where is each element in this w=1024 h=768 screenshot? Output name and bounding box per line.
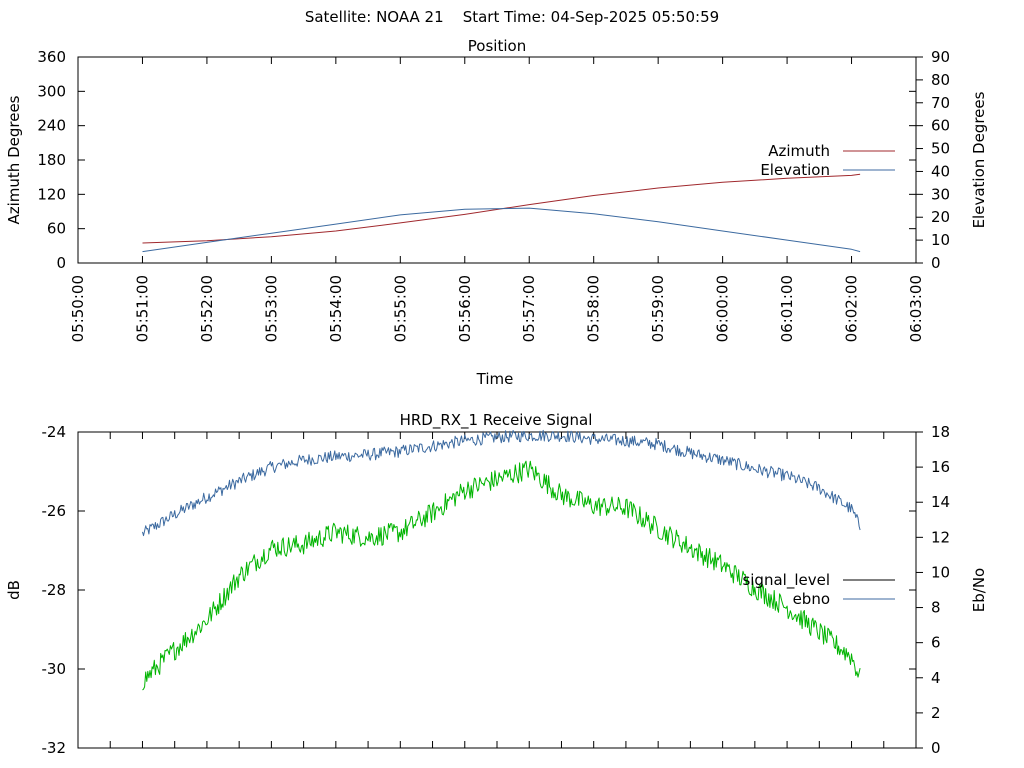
legend-label-ebno: ebno: [793, 590, 830, 608]
db-axis-tick-label-3: -26: [42, 502, 67, 520]
azimuth-axis-tick-label-4: 240: [37, 117, 66, 135]
series-line-signal-level-trace: [142, 460, 861, 691]
db-axis-tick-label-2: -28: [42, 581, 67, 599]
position-series: [142, 173, 861, 253]
time-tick-label-7: 05:57:00: [520, 275, 538, 342]
time-tick-label-8: 05:58:00: [585, 275, 603, 342]
ebno-axis-tick-label-8: 16: [931, 458, 950, 476]
azimuth-axis-tick-label-5: 300: [37, 82, 66, 100]
ebno-axis-tick-label-5: 10: [931, 563, 950, 581]
signal-y2-axis-label: Eb/No: [970, 568, 988, 612]
ebno-axis-tick-label-2: 4: [931, 669, 941, 687]
signal-chart: HRD_RX_1 Receive Signal -32-30-28-26-24 …: [5, 411, 988, 757]
ebno-axis-tick-label-4: 8: [931, 599, 941, 617]
position-right-axis: 0 10 20 30 40 50 60 70 80 90: [916, 48, 950, 272]
position-y2-axis-label: Elevation Degrees: [970, 91, 988, 228]
ebno-axis-tick-label-1: 2: [931, 704, 941, 722]
time-tick-label-5: 05:55:00: [391, 275, 409, 342]
legend-label-signal-level: signal_level: [742, 571, 830, 590]
elevation-axis-tick-label-3: 30: [931, 185, 950, 203]
elevation-axis-tick-label-1: 10: [931, 231, 950, 249]
position-left-axis: 0 60 120 180 240 300 360: [37, 48, 916, 272]
time-tick-label-12: 06:02:00: [843, 275, 861, 342]
db-axis-tick-label-0: -32: [42, 739, 67, 757]
ebno-axis-tick-label-7: 14: [931, 493, 950, 511]
series-line-ebno: [142, 429, 861, 537]
elevation-axis-tick-label-2: 20: [931, 208, 950, 226]
elevation-axis-tick-label-7: 70: [931, 94, 950, 112]
position-legend: Azimuth Elevation: [760, 142, 895, 179]
series-line-azimuth: [142, 173, 861, 244]
elevation-axis-tick-label-5: 50: [931, 140, 950, 158]
signal-series: [142, 429, 861, 691]
time-tick-label-2: 05:52:00: [198, 275, 216, 342]
position-plot-frame: [77, 56, 917, 264]
time-tick-label-13: 06:03:00: [907, 275, 925, 342]
ebno-axis-tick-label-9: 18: [931, 423, 950, 441]
time-tick-label-10: 06:00:00: [714, 275, 732, 342]
ebno-axis-tick-label-6: 12: [931, 528, 950, 546]
signal-legend: signal_level ebno: [742, 571, 895, 608]
main-title: Satellite: NOAA 21 Start Time: 04-Sep-20…: [305, 8, 719, 26]
azimuth-axis-tick-label-3: 180: [37, 151, 66, 169]
time-tick-label-11: 06:01:00: [778, 275, 796, 342]
azimuth-axis-tick-label-2: 120: [37, 185, 66, 203]
position-chart: Position 0 60 120 180 240 300 360 0 10 20 30 40 50 6…: [5, 37, 988, 388]
position-chart-title: Position: [468, 37, 526, 55]
db-axis-tick-label-4: -24: [42, 423, 67, 441]
signal-time-axis: [77, 432, 917, 748]
series-line-elevation: [142, 207, 861, 253]
legend-label-elevation: Elevation: [760, 161, 830, 179]
time-tick-label-4: 05:54:00: [327, 275, 345, 342]
elevation-axis-tick-label-4: 40: [931, 162, 950, 180]
ebno-axis-tick-label-0: 0: [931, 739, 941, 757]
signal-y-axis-label: dB: [5, 580, 23, 600]
legend-label-azimuth: Azimuth: [768, 142, 830, 160]
position-time-axis: 05:50:00 05:51:00 05:52:00 05:53:00 05:54:00…: [69, 57, 925, 342]
time-tick-label-0: 05:50:00: [69, 275, 87, 342]
elevation-axis-tick-label-0: 0: [931, 254, 941, 272]
elevation-axis-tick-label-6: 60: [931, 117, 950, 135]
azimuth-axis-tick-label-1: 60: [47, 220, 66, 238]
time-tick-label-6: 05:56:00: [456, 275, 474, 342]
ebno-axis-tick-label-3: 6: [931, 634, 941, 652]
position-y-axis-label: Azimuth Degrees: [5, 95, 23, 224]
time-tick-label-1: 05:51:00: [133, 275, 151, 342]
time-tick-label-3: 05:53:00: [262, 275, 280, 342]
signal-chart-title: HRD_RX_1 Receive Signal: [400, 411, 593, 430]
azimuth-axis-tick-label-0: 0: [56, 254, 66, 272]
time-tick-label-9: 05:59:00: [649, 275, 667, 342]
elevation-axis-tick-label-8: 80: [931, 71, 950, 89]
signal-right-axis: 0 2 4 6 8 10 12 14 16 18: [916, 423, 950, 757]
db-axis-tick-label-1: -30: [42, 660, 67, 678]
elevation-axis-tick-label-9: 90: [931, 48, 950, 66]
signal-left-axis: -32 -30 -28 -26 -24: [42, 423, 916, 757]
azimuth-axis-tick-label-6: 360: [37, 48, 66, 66]
position-x-axis-label: Time: [476, 370, 514, 388]
